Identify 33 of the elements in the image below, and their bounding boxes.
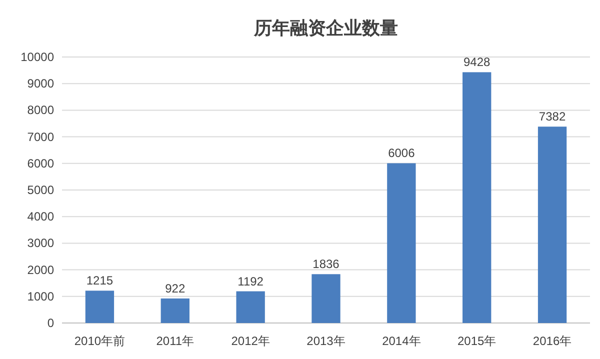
y-tick-label: 7000 (27, 130, 54, 144)
data-label: 1836 (312, 257, 340, 272)
x-tick-label: 2010年前 (74, 334, 126, 348)
y-tick-label: 0 (47, 316, 54, 330)
data-label: 1215 (86, 274, 114, 288)
data-label: 6006 (388, 146, 416, 160)
x-tick-label: 2011年 (156, 334, 194, 348)
bar (85, 290, 114, 323)
data-label: 7382 (538, 110, 566, 124)
y-tick-label: 5000 (27, 183, 54, 197)
y-tick-label: 10000 (20, 50, 54, 64)
x-tick-label: 2012年 (231, 334, 270, 348)
x-tick-label: 2014年 (382, 334, 421, 348)
bar (312, 274, 340, 323)
y-tick-label: 3000 (27, 236, 54, 250)
y-tick-label: 1000 (27, 289, 54, 304)
bar (462, 72, 492, 323)
bar (160, 298, 190, 323)
bar (538, 126, 567, 323)
y-tick-label: 2000 (27, 262, 54, 277)
x-tick-label: 2013年 (306, 334, 346, 348)
data-label: 9428 (464, 55, 491, 70)
y-tick-label: 6000 (27, 156, 54, 170)
y-tick-label: 8000 (27, 103, 54, 118)
x-tick-label: 2015年 (458, 334, 496, 348)
y-tick-label: 4000 (27, 210, 54, 224)
data-label: 1192 (238, 274, 264, 288)
chart-title: 历年融资企业数量 (253, 18, 398, 38)
y-tick-label: 9000 (27, 76, 54, 91)
bar (236, 291, 265, 323)
data-label: 922 (165, 281, 186, 296)
bar (387, 163, 416, 323)
x-tick-label: 2016年 (532, 334, 572, 348)
